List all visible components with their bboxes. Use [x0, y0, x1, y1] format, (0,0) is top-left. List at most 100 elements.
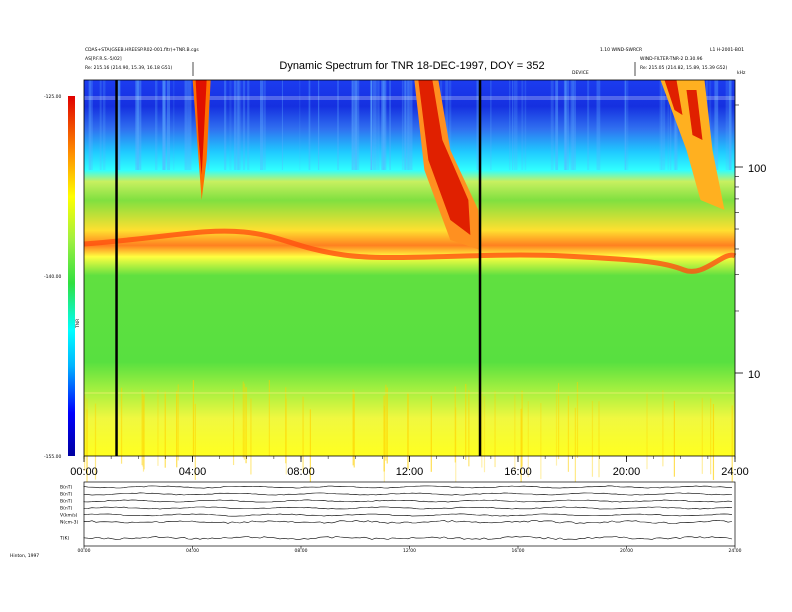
texture-stripe — [673, 400, 675, 477]
texture-stripe — [624, 80, 629, 170]
texture-stripe — [389, 80, 391, 170]
burst-2-core — [418, 80, 471, 235]
texture-stripe — [137, 80, 140, 170]
texture-stripe — [407, 393, 409, 470]
bottom-x-tick-label: 00:00 — [78, 548, 91, 554]
colorbar-tick-3: -155.00 — [44, 454, 62, 460]
texture-stripe — [524, 80, 527, 170]
texture-stripe — [229, 80, 232, 170]
texture-stripe — [377, 80, 380, 170]
header-left-line-3: Re: 215.16 (214.90, 15.39, 16.18 G51) — [85, 65, 172, 71]
burst-1-core — [195, 80, 207, 175]
header-right-line-3: Re: 215.05 (214.82, 15.89, 15.39 G52) — [640, 65, 727, 71]
texture-stripe — [567, 395, 570, 472]
texture-stripe — [576, 382, 579, 459]
texture-stripe — [401, 80, 404, 170]
header-right-line-2: WIND-FILTER-TNR-2 D.30.96 — [640, 56, 703, 62]
texture-stripe — [308, 80, 311, 170]
texture-stripe — [731, 405, 733, 482]
texture-stripe — [194, 403, 196, 480]
time-markers — [115, 80, 482, 456]
texture-stripe — [166, 80, 171, 170]
texture-stripe — [99, 80, 102, 170]
texture-stripe — [242, 381, 244, 458]
bottom-label-5: V(km/s) — [60, 513, 78, 519]
bottom-label-2: B(nT) — [60, 492, 72, 498]
texture-stripe — [513, 80, 518, 170]
texture-stripe — [555, 80, 559, 170]
texture-stripe — [624, 80, 627, 170]
colorbar-tick-2: -140.00 — [44, 274, 62, 280]
texture-stripe — [455, 407, 457, 484]
band-line — [84, 392, 735, 394]
texture-stripe — [373, 80, 377, 170]
texture-stripe — [281, 80, 284, 170]
bottom-footer: Hinton, 1997 — [10, 553, 39, 559]
texture-stripe — [574, 407, 576, 484]
burst-3-core — [664, 80, 683, 115]
texture-stripe — [142, 395, 145, 472]
texture-stripe — [243, 383, 245, 460]
bottom-trace-2 — [83, 492, 733, 496]
texture-stripe — [354, 80, 358, 170]
texture-stripe — [89, 80, 93, 170]
texture-stripe — [662, 390, 664, 467]
texture-stripe — [84, 394, 86, 471]
texture-stripe — [117, 80, 120, 170]
header-right-line-1: 1.10 WIND-SWRCR — [600, 47, 642, 53]
plasma-line — [83, 228, 737, 274]
texture-stripe — [520, 408, 522, 485]
texture-stripe — [192, 380, 195, 457]
bottom-x-tick-label: 12:00 — [403, 548, 416, 554]
texture-stripe — [232, 389, 235, 466]
time-stripes — [84, 80, 735, 486]
texture-stripe — [137, 80, 139, 170]
texture-stripe — [511, 80, 514, 170]
band-line — [84, 96, 735, 100]
texture-stripe — [102, 80, 106, 170]
texture-stripe — [143, 393, 145, 470]
texture-stripe — [624, 80, 627, 170]
texture-stripe — [591, 400, 594, 477]
spectrogram — [83, 79, 737, 486]
bottom-trace-5 — [83, 513, 733, 517]
texture-stripe — [476, 80, 479, 170]
x-tick-label: 04:00 — [179, 466, 207, 478]
bottom-x-tick-label: 08:00 — [295, 548, 308, 554]
texture-stripe — [468, 390, 470, 467]
texture-stripe — [521, 390, 523, 467]
texture-stripe — [403, 80, 406, 170]
header-right-top: L1 H-2001-BO1 — [710, 47, 744, 53]
texture-stripe — [587, 80, 590, 170]
texture-stripe — [405, 80, 407, 170]
texture-stripe — [448, 80, 452, 170]
texture-stripe — [564, 80, 568, 170]
bottom-label-3: B(nT) — [60, 499, 72, 505]
texture-stripe — [162, 80, 165, 170]
x-tick-label: 16:00 — [504, 466, 532, 478]
texture-stripe — [481, 391, 483, 468]
header-left-line-2: AS[P.F.R.S.-5/02] — [85, 56, 122, 62]
x-tick-label: 00:00 — [70, 466, 98, 478]
texture-stripe — [701, 397, 703, 474]
texture-stripe — [317, 80, 320, 170]
texture-stripe — [242, 80, 246, 170]
colorbar — [68, 96, 75, 456]
texture-stripe — [172, 80, 175, 170]
bottom-x-tick-label: 24:00 — [729, 548, 742, 554]
texture-stripe — [673, 80, 677, 170]
texture-stripe — [141, 389, 143, 466]
texture-stripe — [259, 80, 264, 170]
texture-stripe — [667, 80, 670, 170]
texture-stripe — [187, 80, 192, 170]
texture-stripe — [94, 403, 97, 480]
texture-stripe — [406, 80, 410, 170]
texture-stripe — [245, 387, 247, 464]
texture-stripe — [710, 398, 712, 475]
texture-stripe — [120, 387, 123, 464]
x-tick-label: 24:00 — [721, 466, 749, 478]
texture-stripe — [566, 80, 570, 170]
texture-stripe — [176, 391, 178, 468]
texture-stripe — [116, 80, 121, 170]
bottom-label-7: T(K) — [59, 536, 69, 542]
